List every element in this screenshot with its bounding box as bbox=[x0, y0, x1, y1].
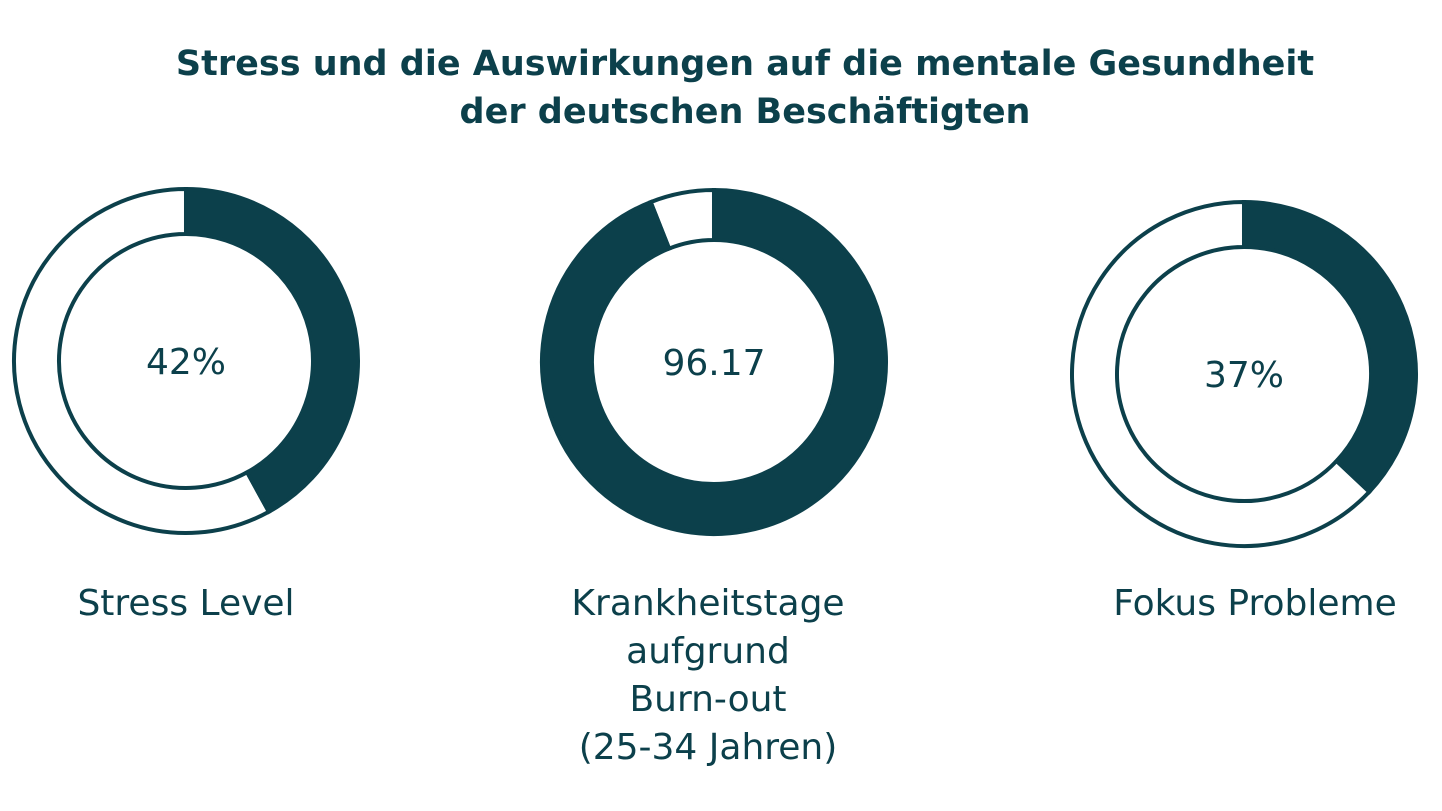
donut-center-value: 37% bbox=[1204, 355, 1284, 396]
label-line: Stress Level bbox=[77, 583, 295, 624]
donut-value-segment bbox=[184, 186, 360, 515]
chart-title: Stress und die Auswirkungen auf die ment… bbox=[0, 40, 1442, 136]
donut-value-segment bbox=[1242, 199, 1418, 495]
donut-value-segment bbox=[540, 187, 888, 536]
donut-center-value: 42% bbox=[146, 342, 226, 383]
title-line-2: der deutschen Beschäftigten bbox=[459, 92, 1031, 132]
donut-remainder-segment bbox=[12, 186, 272, 535]
donut-label-stress-level: Stress Level bbox=[0, 580, 386, 628]
donut-label-krankheitstage: Krankheitstage aufgrund Burn-out (25-34 … bbox=[508, 580, 908, 772]
label-line: Burn-out bbox=[629, 679, 787, 720]
label-line: Fokus Probleme bbox=[1113, 583, 1397, 624]
donut-remainder-segment bbox=[1069, 199, 1373, 548]
title-line-1: Stress und die Auswirkungen auf die ment… bbox=[175, 44, 1315, 84]
donut-center-value: 96.17 bbox=[662, 343, 765, 384]
donut-label-fokus-probleme: Fokus Probleme bbox=[1055, 580, 1442, 628]
label-line: (25-34 Jahren) bbox=[578, 727, 838, 768]
label-line: aufgrund bbox=[626, 631, 790, 672]
label-line: Krankheitstage bbox=[571, 583, 845, 624]
